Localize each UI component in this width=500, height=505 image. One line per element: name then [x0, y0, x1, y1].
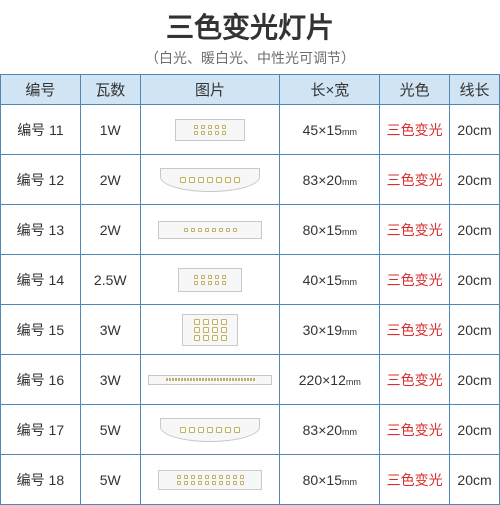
table-row: 编号 11 1W 45×15mm 三色变光 20cm [1, 105, 500, 155]
cell-len: 20cm [450, 305, 500, 355]
table-row: 编号 12 2W 83×20mm 三色变光 20cm [1, 155, 500, 205]
cell-color: 三色变光 [380, 455, 450, 505]
page-title: 三色变光灯片 [0, 0, 500, 46]
cell-watt: 2W [80, 205, 140, 255]
cell-img [140, 255, 280, 305]
cell-watt: 1W [80, 105, 140, 155]
cell-img [140, 305, 280, 355]
table-row: 编号 13 2W 80×15mm 三色变光 20cm [1, 205, 500, 255]
cell-watt: 5W [80, 455, 140, 505]
table-header-row: 编号 瓦数 图片 长×宽 光色 线长 [1, 75, 500, 105]
cell-watt: 3W [80, 355, 140, 405]
table-row: 编号 14 2.5W 40×15mm 三色变光 20cm [1, 255, 500, 305]
page-subtitle: （白光、暖白光、中性光可调节） [0, 48, 500, 68]
cell-color: 三色变光 [380, 205, 450, 255]
cell-color: 三色变光 [380, 305, 450, 355]
cell-len: 20cm [450, 405, 500, 455]
cell-len: 20cm [450, 105, 500, 155]
spec-table: 编号 瓦数 图片 长×宽 光色 线长 编号 11 1W 45×15mm [0, 74, 500, 505]
cell-id: 编号 18 [1, 455, 81, 505]
table-row: 编号 15 3W 30×19mm 三色变光 20cm [1, 305, 500, 355]
cell-watt: 5W [80, 405, 140, 455]
led-board-icon [148, 375, 272, 385]
led-board-icon [158, 221, 262, 239]
cell-len: 20cm [450, 455, 500, 505]
cell-id: 编号 15 [1, 305, 81, 355]
led-board-icon [160, 418, 260, 442]
cell-dim: 80×15mm [280, 455, 380, 505]
cell-img [140, 455, 280, 505]
cell-color: 三色变光 [380, 155, 450, 205]
header-len: 线长 [450, 75, 500, 105]
led-board-icon [158, 470, 262, 490]
cell-len: 20cm [450, 205, 500, 255]
header-id: 编号 [1, 75, 81, 105]
cell-color: 三色变光 [380, 255, 450, 305]
cell-img [140, 205, 280, 255]
table-row: 编号 18 5W 80×15mm 三色变光 20cm [1, 455, 500, 505]
table-row: 编号 16 3W 220×12mm 三色变光 20cm [1, 355, 500, 405]
cell-len: 20cm [450, 255, 500, 305]
led-board-icon [175, 119, 245, 141]
cell-dim: 83×20mm [280, 405, 380, 455]
cell-img [140, 105, 280, 155]
led-board-icon [178, 268, 242, 292]
cell-color: 三色变光 [380, 105, 450, 155]
led-board-icon [182, 314, 238, 346]
cell-len: 20cm [450, 155, 500, 205]
cell-watt: 3W [80, 305, 140, 355]
cell-len: 20cm [450, 355, 500, 405]
cell-watt: 2.5W [80, 255, 140, 305]
cell-img [140, 155, 280, 205]
led-board-icon [160, 168, 260, 192]
header-watt: 瓦数 [80, 75, 140, 105]
header-img: 图片 [140, 75, 280, 105]
cell-dim: 220×12mm [280, 355, 380, 405]
header-dim: 长×宽 [280, 75, 380, 105]
cell-id: 编号 12 [1, 155, 81, 205]
cell-id: 编号 16 [1, 355, 81, 405]
cell-dim: 40×15mm [280, 255, 380, 305]
cell-dim: 80×15mm [280, 205, 380, 255]
cell-id: 编号 17 [1, 405, 81, 455]
table-row: 编号 17 5W 83×20mm 三色变光 20cm [1, 405, 500, 455]
cell-color: 三色变光 [380, 355, 450, 405]
cell-dim: 45×15mm [280, 105, 380, 155]
cell-img [140, 355, 280, 405]
cell-id: 编号 11 [1, 105, 81, 155]
cell-dim: 83×20mm [280, 155, 380, 205]
cell-id: 编号 14 [1, 255, 81, 305]
cell-dim: 30×19mm [280, 305, 380, 355]
cell-id: 编号 13 [1, 205, 81, 255]
header-color: 光色 [380, 75, 450, 105]
cell-img [140, 405, 280, 455]
cell-color: 三色变光 [380, 405, 450, 455]
cell-watt: 2W [80, 155, 140, 205]
